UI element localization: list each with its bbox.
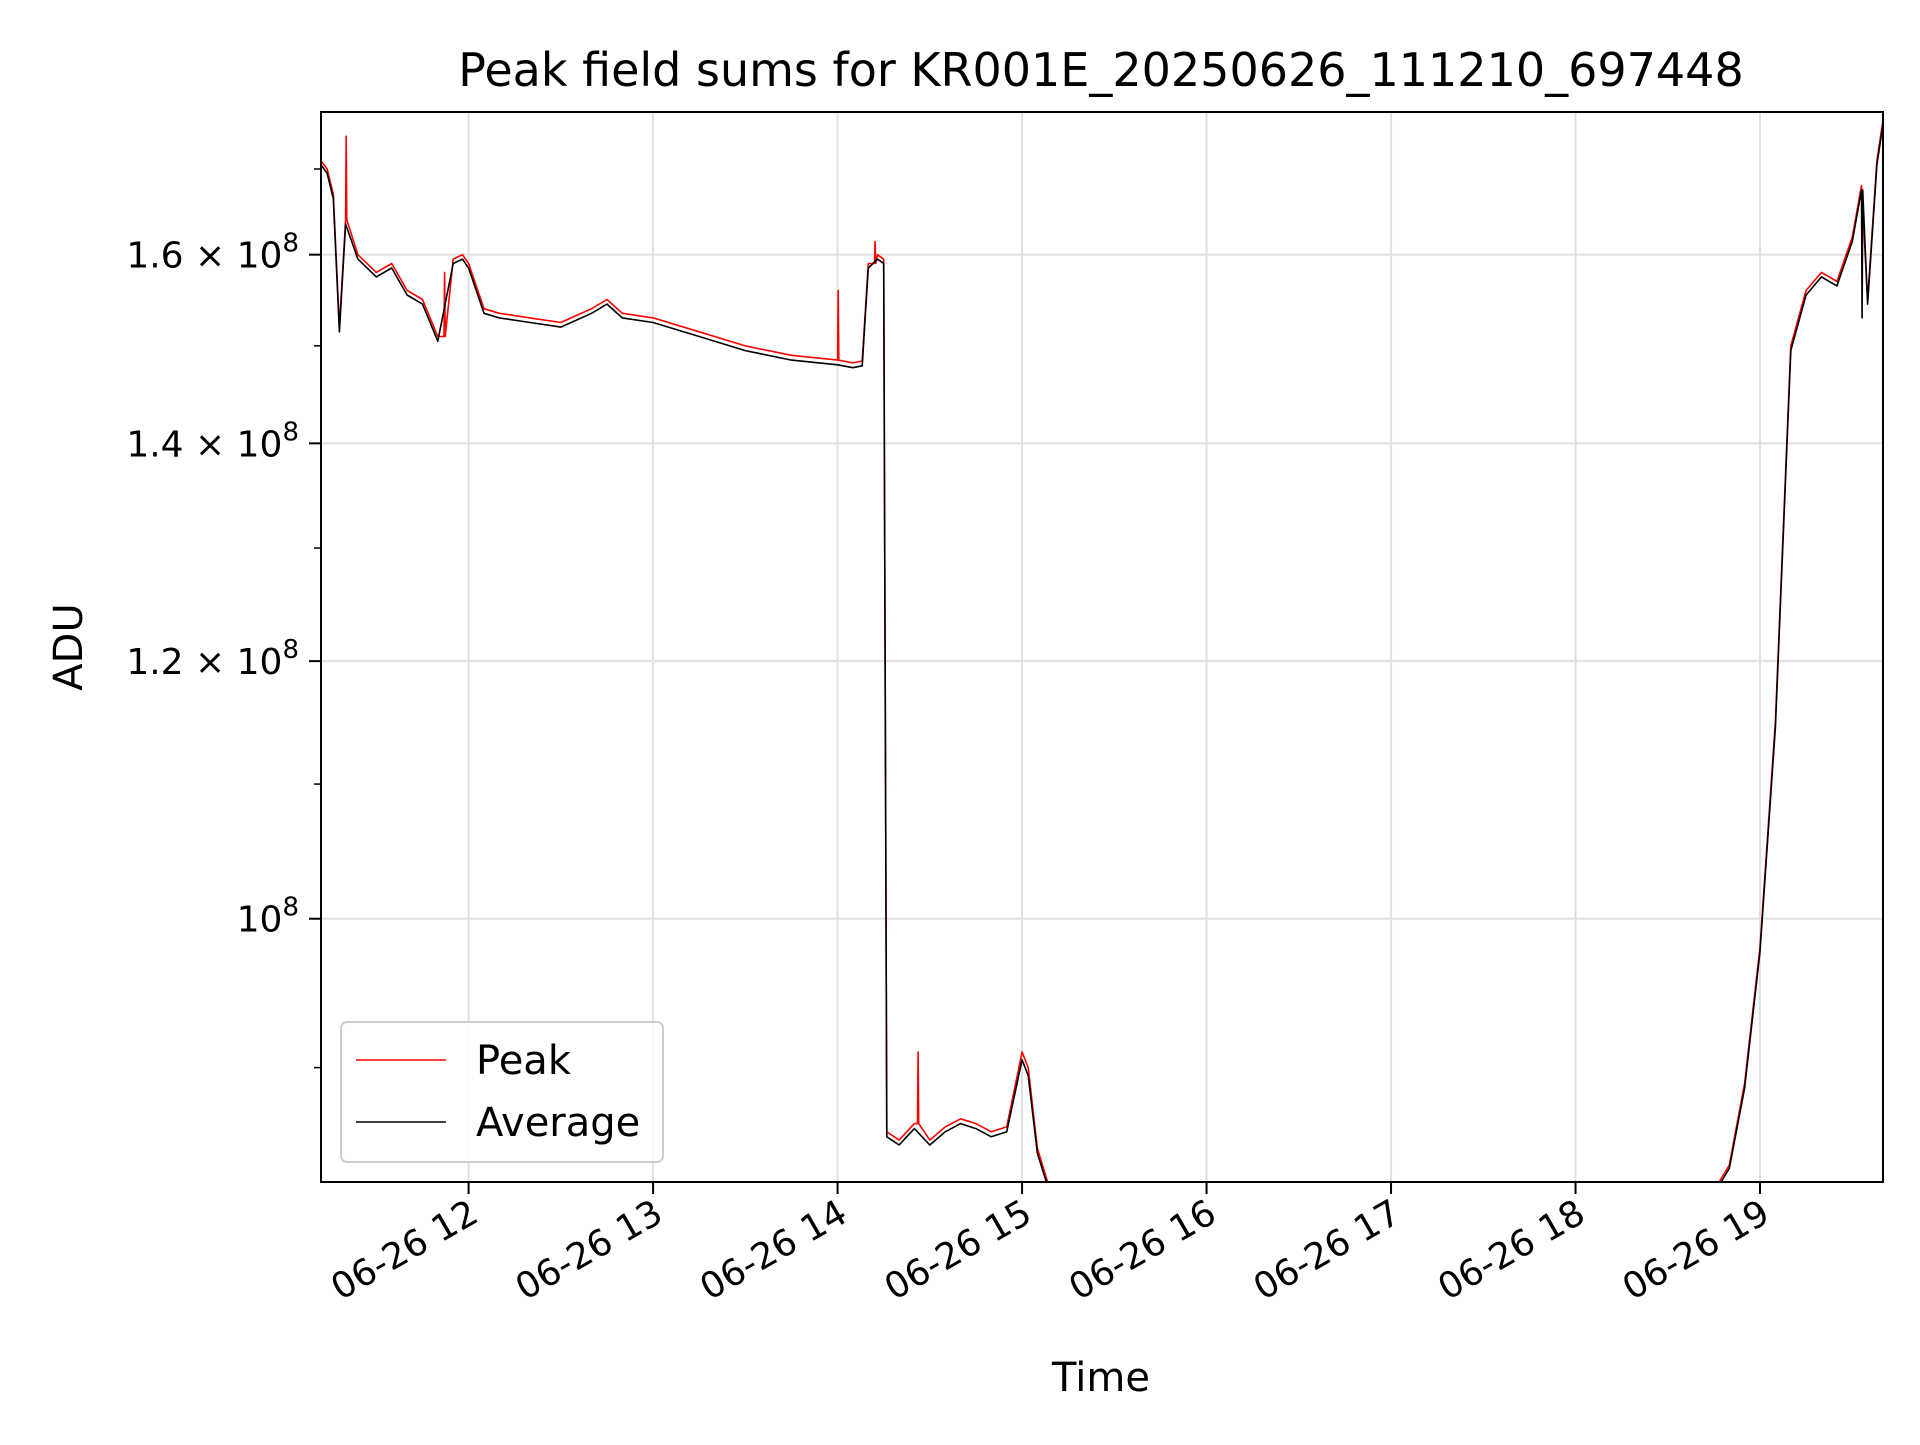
- plot-frame: [320, 111, 1884, 1183]
- legend-box: [340, 1021, 664, 1163]
- x-axis-label: Time: [1051, 1355, 1150, 1401]
- series-line-peak: [321, 119, 1883, 1182]
- y-tick-label: 1.4 × 108: [126, 417, 299, 465]
- chart-title: Peak field sums for KR001E_20250626_1112…: [458, 43, 1743, 97]
- legend: Peak Average: [340, 1021, 664, 1163]
- legend-label-peak: Peak: [476, 1038, 572, 1084]
- y-axis-ticks: 108 1.2 × 108 1.4 × 108 1.6 × 108: [126, 168, 321, 1069]
- y-tick-label: 1.2 × 108: [126, 635, 299, 683]
- y-tick-label: 1.6 × 108: [126, 229, 299, 277]
- legend-label-average: Average: [476, 1100, 640, 1146]
- plot-data: [321, 119, 1883, 1182]
- y-tick-label: 108: [237, 893, 299, 941]
- series-line-average: [321, 123, 1883, 1182]
- y-axis-label: ADU: [46, 603, 92, 690]
